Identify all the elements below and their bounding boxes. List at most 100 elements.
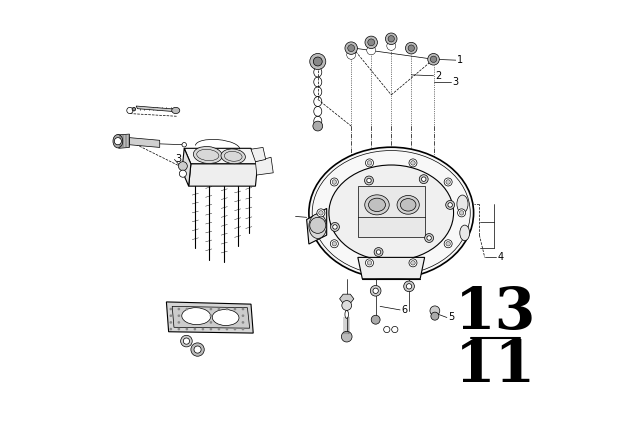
Circle shape bbox=[209, 308, 212, 310]
Circle shape bbox=[314, 57, 322, 66]
Circle shape bbox=[186, 308, 188, 310]
Circle shape bbox=[226, 308, 228, 310]
Circle shape bbox=[194, 346, 201, 353]
Circle shape bbox=[310, 217, 326, 233]
Circle shape bbox=[368, 39, 374, 46]
Ellipse shape bbox=[345, 310, 349, 319]
Circle shape bbox=[332, 180, 337, 184]
Circle shape bbox=[330, 178, 339, 186]
Circle shape bbox=[127, 108, 133, 114]
Circle shape bbox=[409, 259, 417, 267]
Circle shape bbox=[427, 236, 431, 240]
Circle shape bbox=[183, 338, 189, 344]
Circle shape bbox=[170, 328, 172, 331]
Circle shape bbox=[317, 209, 325, 217]
Circle shape bbox=[367, 46, 376, 55]
Circle shape bbox=[365, 259, 374, 267]
Circle shape bbox=[409, 159, 417, 167]
Text: 3: 3 bbox=[452, 77, 459, 86]
Polygon shape bbox=[184, 148, 258, 164]
Circle shape bbox=[179, 162, 188, 171]
Circle shape bbox=[341, 332, 352, 342]
Circle shape bbox=[367, 261, 372, 265]
Polygon shape bbox=[172, 306, 250, 328]
Circle shape bbox=[333, 225, 337, 229]
Circle shape bbox=[383, 327, 390, 332]
Circle shape bbox=[373, 288, 378, 293]
Circle shape bbox=[365, 159, 374, 167]
Ellipse shape bbox=[401, 198, 416, 211]
Circle shape bbox=[342, 301, 351, 310]
Circle shape bbox=[367, 178, 371, 183]
Circle shape bbox=[365, 36, 378, 48]
Circle shape bbox=[330, 240, 339, 248]
Circle shape bbox=[431, 312, 439, 320]
Bar bbox=[358, 186, 424, 237]
Ellipse shape bbox=[369, 198, 385, 211]
Circle shape bbox=[242, 308, 244, 310]
Ellipse shape bbox=[457, 195, 468, 213]
Ellipse shape bbox=[309, 147, 474, 279]
Circle shape bbox=[444, 178, 452, 186]
Circle shape bbox=[242, 321, 244, 324]
Circle shape bbox=[170, 314, 172, 317]
Circle shape bbox=[371, 285, 381, 296]
Circle shape bbox=[177, 321, 180, 324]
Polygon shape bbox=[358, 258, 424, 279]
Ellipse shape bbox=[193, 146, 222, 164]
Polygon shape bbox=[117, 134, 129, 148]
Circle shape bbox=[332, 241, 337, 246]
Circle shape bbox=[177, 308, 180, 310]
Polygon shape bbox=[166, 302, 253, 333]
Circle shape bbox=[448, 202, 452, 207]
Text: 6: 6 bbox=[401, 305, 408, 315]
Ellipse shape bbox=[397, 195, 419, 214]
Circle shape bbox=[180, 335, 192, 347]
Circle shape bbox=[458, 209, 465, 217]
Text: 3: 3 bbox=[175, 155, 181, 164]
Circle shape bbox=[371, 315, 380, 324]
Circle shape bbox=[170, 321, 172, 324]
Circle shape bbox=[226, 328, 228, 331]
Circle shape bbox=[347, 50, 356, 59]
Circle shape bbox=[242, 314, 244, 317]
Circle shape bbox=[446, 241, 451, 246]
Ellipse shape bbox=[182, 308, 211, 325]
Circle shape bbox=[234, 328, 236, 331]
Circle shape bbox=[430, 306, 440, 316]
Circle shape bbox=[191, 343, 204, 356]
Circle shape bbox=[234, 308, 236, 310]
Text: 1: 1 bbox=[457, 55, 463, 65]
Polygon shape bbox=[189, 164, 258, 186]
Text: 4: 4 bbox=[497, 252, 503, 263]
Polygon shape bbox=[255, 157, 273, 175]
Circle shape bbox=[419, 175, 428, 184]
Text: 2: 2 bbox=[435, 71, 441, 81]
Polygon shape bbox=[251, 147, 266, 162]
Circle shape bbox=[392, 327, 398, 332]
Circle shape bbox=[428, 53, 439, 65]
Circle shape bbox=[446, 180, 451, 184]
Ellipse shape bbox=[221, 149, 245, 164]
Circle shape bbox=[411, 261, 415, 265]
Polygon shape bbox=[182, 148, 191, 186]
Text: 13: 13 bbox=[455, 285, 536, 341]
Circle shape bbox=[411, 161, 415, 165]
Circle shape bbox=[345, 42, 357, 54]
Ellipse shape bbox=[365, 195, 389, 215]
Circle shape bbox=[202, 328, 204, 331]
Circle shape bbox=[365, 176, 374, 185]
Polygon shape bbox=[307, 208, 326, 244]
Circle shape bbox=[132, 108, 136, 111]
Circle shape bbox=[330, 223, 339, 231]
Circle shape bbox=[404, 281, 414, 292]
Circle shape bbox=[385, 33, 397, 44]
Circle shape bbox=[218, 328, 220, 331]
Circle shape bbox=[193, 328, 196, 331]
Circle shape bbox=[367, 161, 372, 165]
Circle shape bbox=[242, 328, 244, 331]
Circle shape bbox=[209, 321, 212, 324]
Circle shape bbox=[209, 328, 212, 331]
Ellipse shape bbox=[113, 134, 123, 148]
Circle shape bbox=[313, 121, 323, 131]
